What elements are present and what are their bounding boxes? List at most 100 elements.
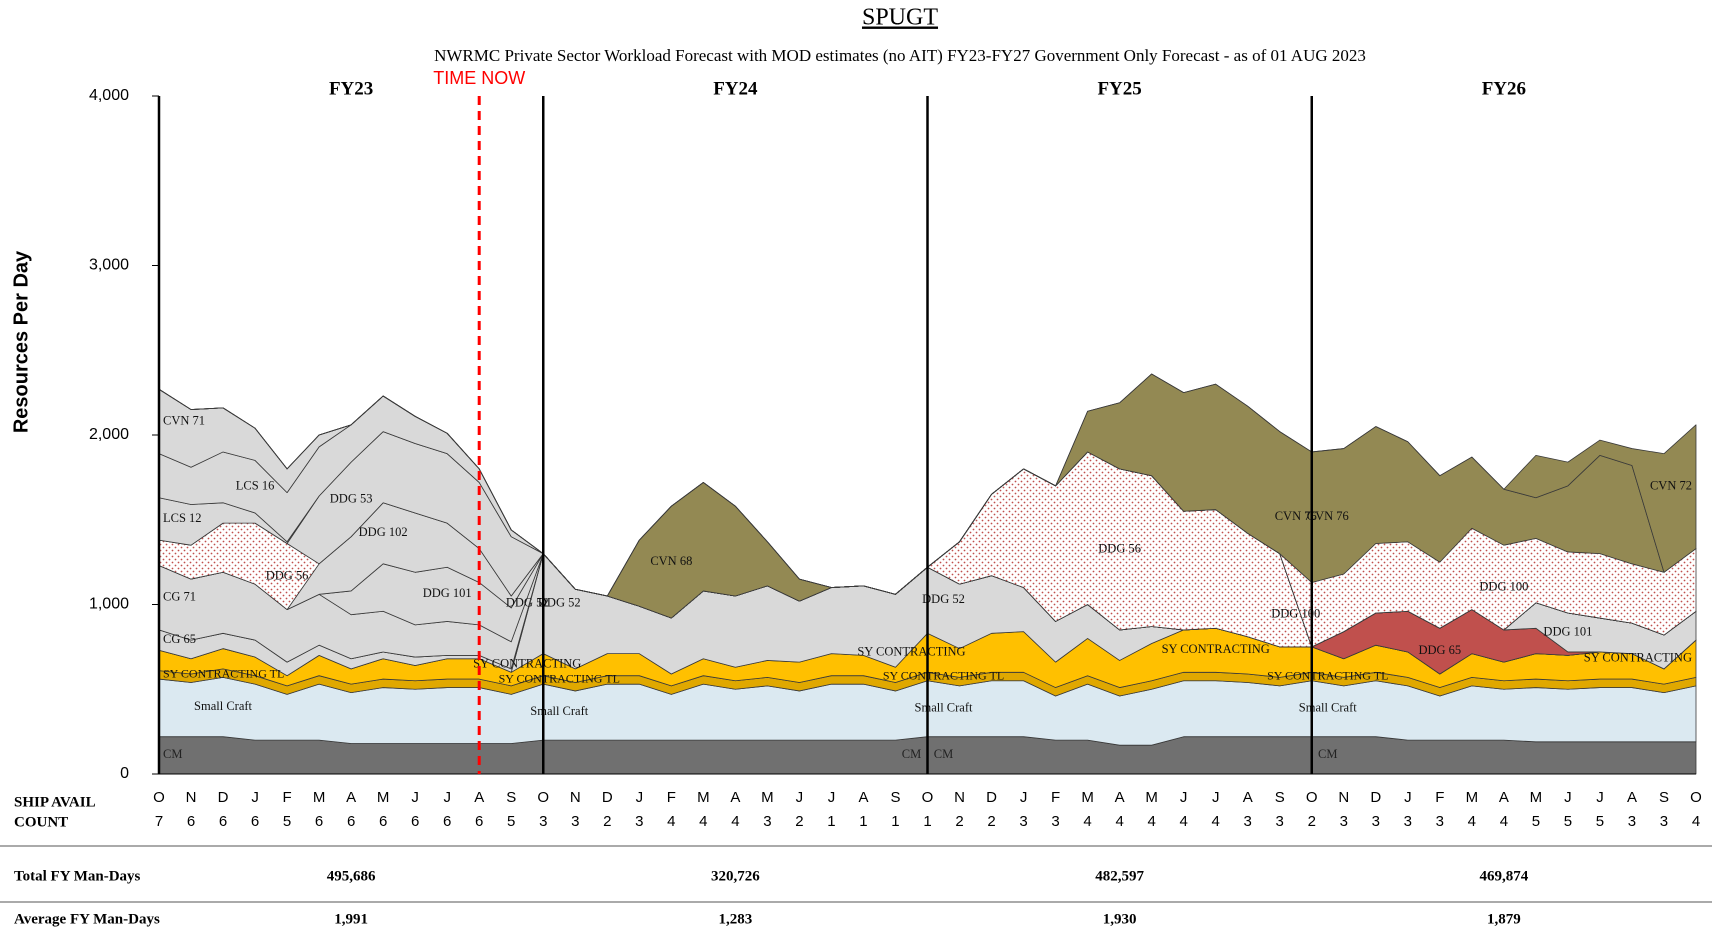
- ship-count: 4: [1468, 813, 1476, 830]
- area-label: CVN 76: [1275, 509, 1317, 523]
- summary-value: 469,874: [1480, 868, 1529, 884]
- area-label: CG 71: [163, 590, 196, 604]
- area-label: SY CONTRACTING TL: [883, 668, 1004, 682]
- x-tick-label: O: [1690, 789, 1702, 806]
- fy-label: FY25: [1097, 78, 1141, 99]
- area-label: SY CONTRACTING TL: [1267, 668, 1388, 682]
- summary-value: 1,879: [1487, 911, 1521, 927]
- x-tick-label: M: [1081, 789, 1094, 806]
- ship-count: 2: [1308, 813, 1316, 830]
- area-label: CVN 68: [650, 554, 692, 568]
- y-tick-label: 4,000: [89, 87, 129, 104]
- ship-count: 4: [1115, 813, 1123, 830]
- ship-count: 3: [1660, 813, 1668, 830]
- fy-label: FY23: [329, 78, 373, 99]
- x-tick-label: N: [570, 789, 581, 806]
- summary-label: Average FY Man-Days: [14, 911, 160, 927]
- area-label: LCS 16: [236, 479, 275, 493]
- x-tick-label: O: [922, 789, 934, 806]
- area-label: CM: [163, 747, 182, 761]
- x-tick-label: J: [636, 789, 644, 806]
- area: [158, 373, 1697, 597]
- x-tick-label: O: [153, 789, 165, 806]
- ship-count: 4: [1147, 813, 1155, 830]
- ship-count: 4: [1179, 813, 1187, 830]
- x-tick-label: A: [858, 789, 868, 806]
- x-tick-label: M: [697, 789, 710, 806]
- x-tick-label: J: [1020, 789, 1028, 806]
- ship-count: 1: [827, 813, 835, 830]
- ship-count: 4: [667, 813, 675, 830]
- ship-count: 3: [1628, 813, 1636, 830]
- ship-count: 6: [347, 813, 355, 830]
- ship-count: 5: [1564, 813, 1572, 830]
- ship-count: 3: [1051, 813, 1059, 830]
- ship-count: 5: [1596, 813, 1604, 830]
- area-label: DDG 52: [506, 596, 549, 610]
- ship-count: 5: [1532, 813, 1540, 830]
- x-tick-label: M: [1466, 789, 1479, 806]
- summary-value: 1,283: [719, 911, 753, 927]
- ship-count: 6: [379, 813, 387, 830]
- ship-count: 6: [187, 813, 195, 830]
- y-axis-label: Resources Per Day: [10, 250, 32, 433]
- x-tick-label: O: [537, 789, 549, 806]
- x-tick-label: A: [346, 789, 356, 806]
- x-tick-label: J: [796, 789, 804, 806]
- ship-count: 3: [635, 813, 643, 830]
- ship-count: 6: [411, 813, 419, 830]
- y-tick-label: 2,000: [89, 426, 129, 443]
- ship-count: 3: [1372, 813, 1380, 830]
- ship-count: 4: [699, 813, 707, 830]
- x-tick-label: A: [1243, 789, 1253, 806]
- x-tick-label: A: [730, 789, 740, 806]
- x-tick-label: D: [602, 789, 613, 806]
- y-tick-label: 0: [120, 765, 129, 782]
- area-label: DDG 65: [1418, 643, 1461, 657]
- ship-count: 3: [1340, 813, 1348, 830]
- x-tick-label: S: [890, 789, 900, 806]
- ship-count: 5: [507, 813, 515, 830]
- area-label: DDG 52: [922, 592, 965, 606]
- ship-count: 4: [1692, 813, 1700, 830]
- ship-count: 4: [731, 813, 739, 830]
- x-tick-label: D: [986, 789, 997, 806]
- area-label: CVN 71: [163, 413, 205, 427]
- x-tick-label: F: [282, 789, 291, 806]
- summary-value: 1,991: [334, 911, 368, 927]
- x-tick-label: J: [251, 789, 259, 806]
- ship-count: 4: [1500, 813, 1508, 830]
- time-now-label: TIME NOW: [433, 68, 525, 88]
- area-label: LCS 12: [163, 511, 202, 525]
- y-tick-label: 3,000: [89, 257, 129, 274]
- y-tick-label: 1,000: [89, 596, 129, 613]
- fy-label: FY24: [713, 78, 758, 99]
- x-tick-label: N: [1338, 789, 1349, 806]
- ship-count: 3: [1404, 813, 1412, 830]
- ship-count: 1: [891, 813, 899, 830]
- summary-value: 1,930: [1103, 911, 1137, 927]
- ship-count: 7: [155, 813, 163, 830]
- area-label: DDG 100: [1271, 607, 1320, 621]
- area-label: SY CONTRACTING TL: [163, 667, 284, 681]
- area-label: SY CONTRACTING: [1584, 651, 1692, 665]
- ship-count: 3: [1244, 813, 1252, 830]
- x-tick-label: N: [186, 789, 197, 806]
- ship-count: 3: [763, 813, 771, 830]
- area-label: SY CONTRACTING TL: [499, 672, 620, 686]
- ship-count: 1: [859, 813, 867, 830]
- x-tick-label: J: [1212, 789, 1220, 806]
- fy-label: FY26: [1482, 78, 1526, 99]
- ship-count: 3: [539, 813, 547, 830]
- area-label: DDG 101: [1543, 624, 1592, 638]
- area-label: CM: [1318, 747, 1337, 761]
- x-tick-label: A: [474, 789, 484, 806]
- x-tick-label: O: [1306, 789, 1318, 806]
- ship-count: 4: [1212, 813, 1220, 830]
- ship-count-label: COUNT: [14, 814, 68, 830]
- ship-count: 3: [571, 813, 579, 830]
- x-tick-label: A: [1499, 789, 1509, 806]
- area-label: Small Craft: [530, 704, 589, 718]
- x-tick-label: D: [1370, 789, 1381, 806]
